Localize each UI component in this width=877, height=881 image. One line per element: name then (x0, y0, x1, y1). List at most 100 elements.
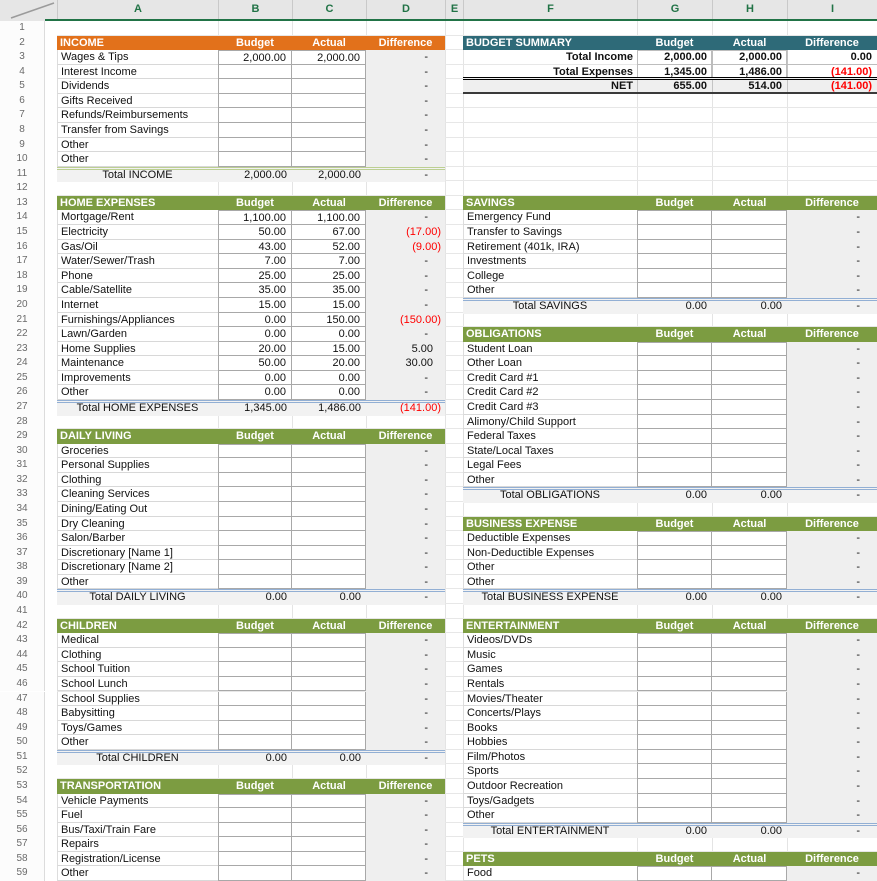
select-all-corner[interactable] (0, 0, 57, 21)
column-header-D[interactable]: D (366, 0, 445, 19)
cell-actual[interactable] (292, 720, 366, 736)
cell-budget[interactable] (637, 764, 712, 779)
row-number[interactable]: 53 (0, 778, 45, 794)
cell-budget[interactable] (218, 443, 292, 459)
row-number[interactable]: 33 (0, 487, 45, 502)
cell-actual[interactable] (292, 633, 366, 648)
cell-actual[interactable]: 7.00 (292, 254, 366, 269)
cell-actual[interactable] (292, 560, 366, 575)
cell-difference[interactable]: (17.00) (406, 226, 441, 239)
row-number[interactable]: 45 (0, 662, 45, 677)
cell-difference[interactable]: - (856, 736, 860, 749)
cell-actual[interactable] (712, 443, 787, 459)
row-number[interactable]: 1 (0, 21, 45, 36)
cell-budget[interactable] (218, 560, 292, 575)
row-number[interactable]: 29 (0, 429, 45, 444)
cell-difference[interactable]: - (856, 357, 860, 370)
cell-difference[interactable]: - (424, 298, 428, 311)
cell-budget[interactable] (218, 822, 292, 838)
cell-label[interactable]: Other (463, 560, 637, 575)
cell-actual[interactable] (292, 574, 366, 590)
cell-difference[interactable]: - (856, 794, 860, 807)
row-number[interactable]: 18 (0, 268, 45, 284)
cell-label[interactable]: Other (463, 472, 637, 488)
cell-label[interactable]: Transfer to Savings (463, 225, 637, 240)
cell-actual[interactable]: 35.00 (292, 283, 366, 298)
cell-budget[interactable] (218, 647, 292, 663)
cell-actual[interactable]: 2,000.00 (292, 50, 366, 65)
cell-label[interactable]: School Supplies (57, 691, 218, 707)
cell-difference[interactable]: - (856, 255, 860, 268)
row-number[interactable]: 10 (0, 152, 45, 167)
cell-label[interactable]: Videos/DVDs (463, 633, 637, 648)
cell-difference[interactable]: - (424, 663, 428, 676)
cell-difference[interactable]: - (856, 721, 860, 734)
cell-budget[interactable] (637, 472, 712, 488)
cell-actual[interactable] (292, 152, 366, 167)
cell-label[interactable]: State/Local Taxes (463, 443, 637, 459)
row-number[interactable]: 27 (0, 399, 45, 415)
cell-actual[interactable]: 15.00 (292, 341, 366, 357)
cell-label[interactable]: Bus/Taxi/Train Fare (57, 822, 218, 838)
cell-actual[interactable] (292, 93, 366, 109)
cell-budget[interactable] (637, 647, 712, 663)
cell-actual[interactable] (712, 370, 787, 386)
row-number[interactable]: 26 (0, 385, 45, 400)
row-number[interactable]: 55 (0, 808, 45, 823)
cell-difference[interactable]: - (856, 575, 860, 588)
cell-label[interactable]: Fuel (57, 808, 218, 823)
cell-difference[interactable]: - (856, 634, 860, 647)
row-number[interactable]: 12 (0, 181, 45, 196)
cell-budget[interactable] (637, 341, 712, 357)
cell-label[interactable]: Emergency Fund (463, 210, 637, 226)
cell-label[interactable]: Water/Sewer/Trash (57, 254, 218, 269)
cell-budget[interactable] (637, 793, 712, 809)
cell-difference[interactable]: - (424, 386, 428, 399)
cell-actual[interactable] (292, 79, 366, 94)
cell-label[interactable]: Clothing (57, 647, 218, 663)
row-number[interactable]: 46 (0, 676, 45, 692)
cell-budget[interactable] (218, 691, 292, 707)
cell-difference[interactable]: - (424, 838, 428, 851)
cell-actual[interactable] (712, 735, 787, 750)
cell-budget[interactable] (218, 472, 292, 488)
cell-label[interactable]: Salon/Barber (57, 531, 218, 546)
cell-actual[interactable] (292, 443, 366, 459)
cell-difference[interactable]: - (424, 51, 428, 64)
cell-difference[interactable]: - (856, 430, 860, 443)
cell-budget[interactable] (637, 808, 712, 823)
cell-label[interactable]: Other (57, 137, 218, 153)
cell-difference[interactable]: - (424, 648, 428, 661)
cell-actual[interactable] (292, 822, 366, 838)
row-number[interactable]: 37 (0, 545, 45, 561)
cell-label[interactable]: Maintenance (57, 356, 218, 371)
cell-label[interactable]: Dining/Eating Out (57, 502, 218, 517)
cell-difference[interactable]: (9.00) (412, 240, 441, 253)
cell-difference[interactable]: - (856, 386, 860, 399)
row-number[interactable]: 3 (0, 50, 45, 65)
cell-actual[interactable] (292, 691, 366, 707)
cell-actual[interactable] (292, 851, 366, 867)
cell-difference[interactable]: - (424, 328, 428, 341)
cell-difference[interactable]: - (856, 648, 860, 661)
cell-difference[interactable]: - (856, 692, 860, 705)
cell-difference[interactable]: - (424, 109, 428, 122)
row-number[interactable]: 38 (0, 560, 45, 575)
cell-difference[interactable]: - (424, 284, 428, 297)
cell-difference[interactable]: - (856, 765, 860, 778)
cell-actual[interactable] (712, 706, 787, 721)
cell-difference[interactable]: - (856, 546, 860, 559)
cell-difference[interactable]: - (856, 561, 860, 574)
cell-budget[interactable] (218, 531, 292, 546)
cell-label[interactable]: Alimony/Child Support (463, 414, 637, 430)
row-number[interactable]: 8 (0, 123, 45, 138)
cell-difference[interactable]: - (424, 138, 428, 151)
row-number[interactable]: 25 (0, 370, 45, 386)
cell-difference[interactable]: - (856, 444, 860, 457)
cell-actual[interactable]: 52.00 (292, 239, 366, 255)
cell-difference[interactable]: - (424, 459, 428, 472)
row-number[interactable]: 31 (0, 458, 45, 473)
cell-budget[interactable] (637, 443, 712, 459)
cell-actual[interactable] (712, 560, 787, 575)
cell-budget[interactable]: 7.00 (218, 254, 292, 269)
